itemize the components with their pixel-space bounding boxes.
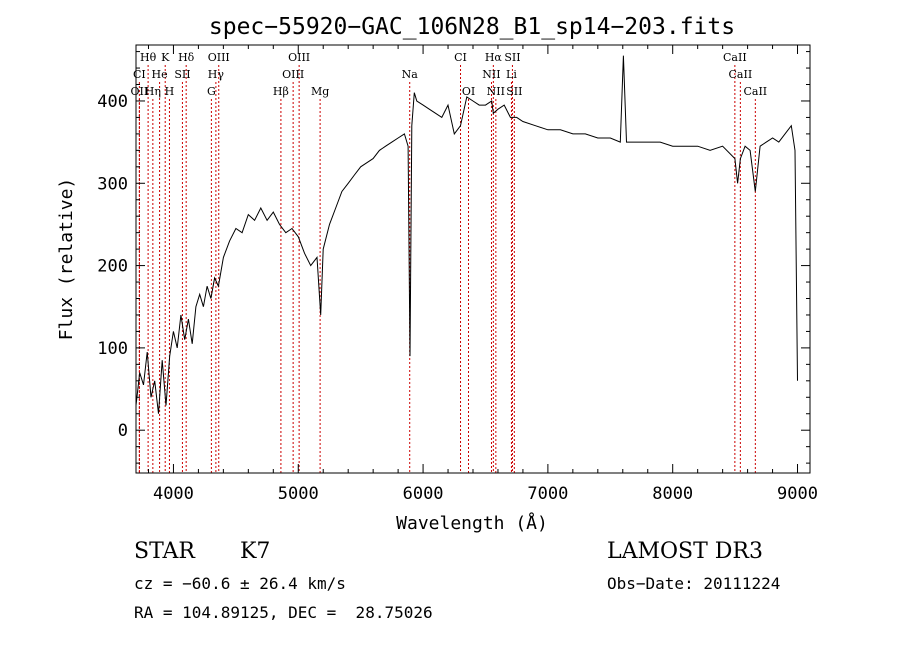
line-label: Mg <box>311 85 329 98</box>
x-tick-label: 4000 <box>153 484 194 504</box>
plot-frame <box>135 44 811 474</box>
line-label: CaII <box>723 51 747 64</box>
x-tick-label: 5000 <box>278 484 319 504</box>
sky-coordinates: RA = 104.89125, DEC = 28.75026 <box>134 603 433 622</box>
line-label: Hθ <box>140 51 157 64</box>
line-label: Hγ <box>208 68 225 81</box>
object-subclass: K7 <box>240 539 271 564</box>
line-label: Hβ <box>273 85 289 98</box>
y-tick-label: 100 <box>97 339 128 359</box>
line-label: G <box>207 85 216 98</box>
line-label: Li <box>506 68 517 81</box>
line-label: CI <box>133 68 146 81</box>
line-label: SII <box>504 51 520 64</box>
redshift-velocity: cz = −60.6 ± 26.4 km/s <box>134 574 346 593</box>
line-label: SII <box>174 68 190 81</box>
line-label: H <box>165 85 175 98</box>
line-label: CI <box>454 51 467 64</box>
line-label: NII <box>482 68 500 81</box>
line-label: CaII <box>729 68 753 81</box>
y-axis-label: Flux (relative) <box>56 178 77 341</box>
line-label: OIII <box>282 68 304 81</box>
spectrum-line <box>135 55 798 414</box>
line-label: NII <box>487 85 505 98</box>
x-tick-label: 7000 <box>527 484 568 504</box>
y-axis-ticks: 0 100 200 300 400 <box>97 51 810 464</box>
line-label: K <box>161 51 170 64</box>
line-label: CaII <box>743 85 767 98</box>
line-label: He <box>152 68 168 81</box>
x-tick-label: 9000 <box>777 484 818 504</box>
observation-date: Obs−Date: 20111224 <box>607 574 781 593</box>
line-label: OII <box>131 85 149 98</box>
line-label: OI <box>462 85 475 98</box>
line-label: Na <box>402 68 419 81</box>
line-label: OIII <box>208 51 230 64</box>
object-type: STAR <box>134 539 195 564</box>
y-tick-label: 200 <box>97 257 128 277</box>
line-label: SII <box>506 85 522 98</box>
chart-title: spec−55920−GAC_106N28_B1_sp14−203.fits <box>209 14 735 40</box>
x-tick-label: 6000 <box>403 484 444 504</box>
y-tick-label: 300 <box>97 174 128 194</box>
survey-name: LAMOST DR3 <box>607 539 763 564</box>
line-label: Hδ <box>178 51 195 64</box>
y-tick-label: 0 <box>118 421 128 441</box>
line-label: Hα <box>485 51 503 64</box>
x-axis-label: Wavelength (Å) <box>396 512 548 534</box>
emission-line-markers <box>138 65 756 473</box>
x-axis-ticks: 4000 5000 6000 7000 8000 9000 <box>147 45 818 504</box>
line-label: OIII <box>288 51 310 64</box>
x-tick-label: 8000 <box>652 484 693 504</box>
line-label: Hη <box>145 85 161 98</box>
y-tick-label: 400 <box>97 92 128 112</box>
